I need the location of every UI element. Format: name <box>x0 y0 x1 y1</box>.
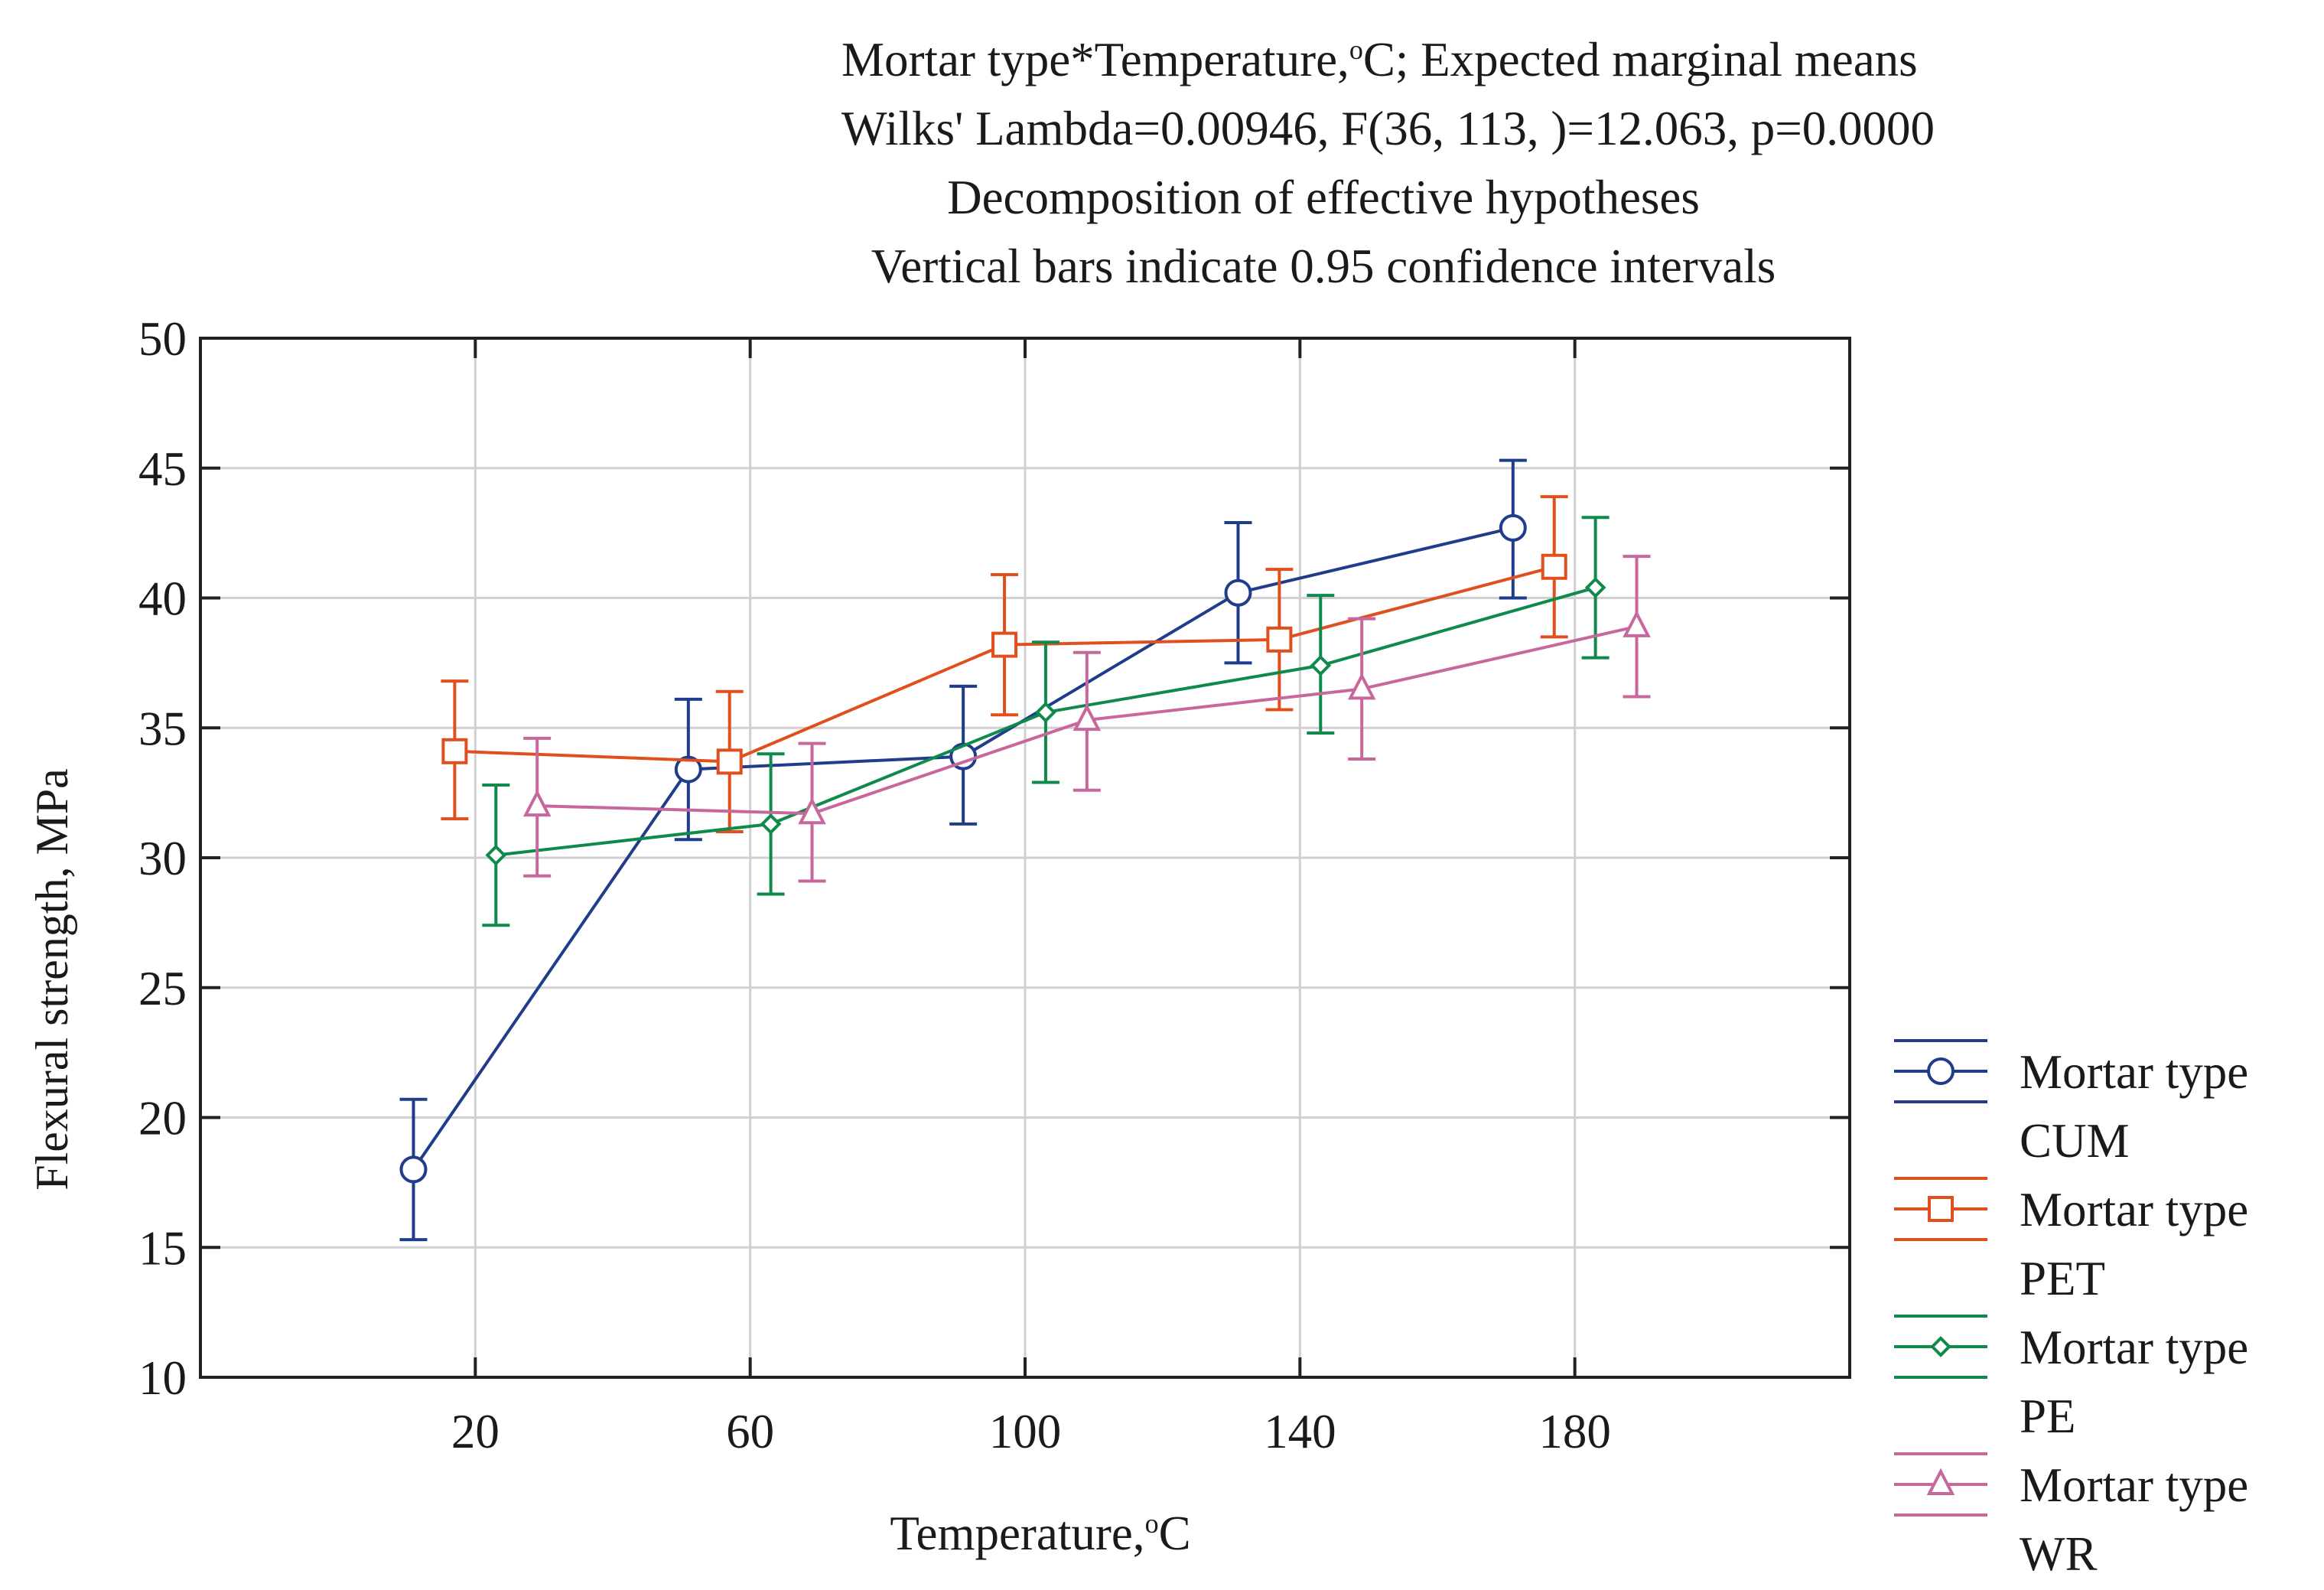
y-tick-label: 30 <box>138 832 187 885</box>
y-tick-label: 45 <box>138 442 187 496</box>
chart-title: Mortar type*Temperature,oC; Expected mar… <box>841 15 1935 301</box>
data-point-circle <box>399 1155 428 1184</box>
x-tick-label: 180 <box>1538 1405 1611 1458</box>
y-tick-label: 20 <box>138 1092 187 1145</box>
legend-label: Mortar type <box>2020 1321 2248 1374</box>
axes: 10 15 20 25 30 35 40 45 50 20 60 100 140 180 <box>138 312 1850 1458</box>
legend-sublabel: PE <box>2020 1390 2076 1443</box>
x-axis-label: Temperature,oC <box>890 1507 1191 1560</box>
legend-sublabel: CUM <box>2020 1114 2130 1168</box>
data-point-square <box>1541 553 1567 580</box>
x-tick-label: 140 <box>1264 1405 1336 1458</box>
series <box>399 458 1651 1242</box>
legend-label: Mortar type <box>2020 1183 2248 1236</box>
y-tick-label: 50 <box>138 312 187 366</box>
series-wr <box>522 555 1651 883</box>
data-point-diamond <box>1930 1336 1951 1357</box>
title-line-2: Wilks' Lambda=0.00946, F(36, 113, )=12.0… <box>841 102 1935 155</box>
y-tick-label: 40 <box>138 572 187 626</box>
data-point-circle <box>1224 578 1252 607</box>
data-point-square <box>716 748 743 775</box>
data-point-circle <box>1499 513 1527 542</box>
legend-label: Mortar type <box>2020 1045 2248 1099</box>
x-tick-label: 100 <box>989 1405 1062 1458</box>
data-point-square <box>991 631 1018 658</box>
legend-item-wr: Mortar type WR <box>1894 1452 2248 1581</box>
data-point-triangle <box>522 789 552 817</box>
legend-item-pet: Mortar type PET <box>1894 1177 2248 1305</box>
data-point-triangle <box>798 797 826 825</box>
series-pet <box>441 495 1568 834</box>
data-point-diamond <box>485 844 507 866</box>
data-point-diamond <box>1584 577 1606 598</box>
data-point-triangle <box>1623 610 1651 637</box>
title-line-1: Mortar type*Temperature,oC; Expected mar… <box>841 33 1918 86</box>
legend: Mortar type CUM Mortar type PET Mortar type P… <box>1894 1039 2248 1581</box>
title-line-3: Decomposition of effective hypotheses <box>947 171 1700 224</box>
data-point-diamond <box>760 813 782 835</box>
y-tick-label: 10 <box>138 1351 187 1405</box>
series-cum <box>399 458 1527 1242</box>
legend-sublabel: PET <box>2020 1252 2105 1305</box>
legend-sublabel: WR <box>2020 1527 2097 1581</box>
x-tick-label: 20 <box>451 1405 500 1458</box>
y-tick-label: 15 <box>138 1221 187 1275</box>
data-point-triangle <box>1347 672 1376 700</box>
data-point-circle <box>1927 1057 1955 1085</box>
grid <box>200 338 1850 1377</box>
legend-label: Mortar type <box>2020 1458 2248 1512</box>
data-point-triangle <box>1926 1468 1955 1495</box>
y-tick-label: 25 <box>138 962 187 1015</box>
data-point-diamond <box>1310 654 1332 676</box>
data-point-triangle <box>1072 703 1102 731</box>
series-pe <box>482 516 1610 927</box>
title-line-4: Vertical bars indicate 0.95 confidence i… <box>871 239 1776 293</box>
y-axis-label: Flexural strength, MPa <box>27 768 77 1191</box>
data-point-diamond <box>1035 702 1056 723</box>
legend-item-pe: Mortar type PE <box>1894 1315 2248 1443</box>
data-point-circle <box>674 755 702 784</box>
data-point-square <box>441 738 468 764</box>
legend-item-cum: Mortar type CUM <box>1894 1039 2248 1168</box>
x-tick-label: 60 <box>726 1405 774 1458</box>
y-tick-label: 35 <box>138 702 187 755</box>
series-line <box>412 526 1514 1171</box>
data-point-square <box>1266 626 1293 653</box>
data-point-square <box>1928 1196 1954 1222</box>
